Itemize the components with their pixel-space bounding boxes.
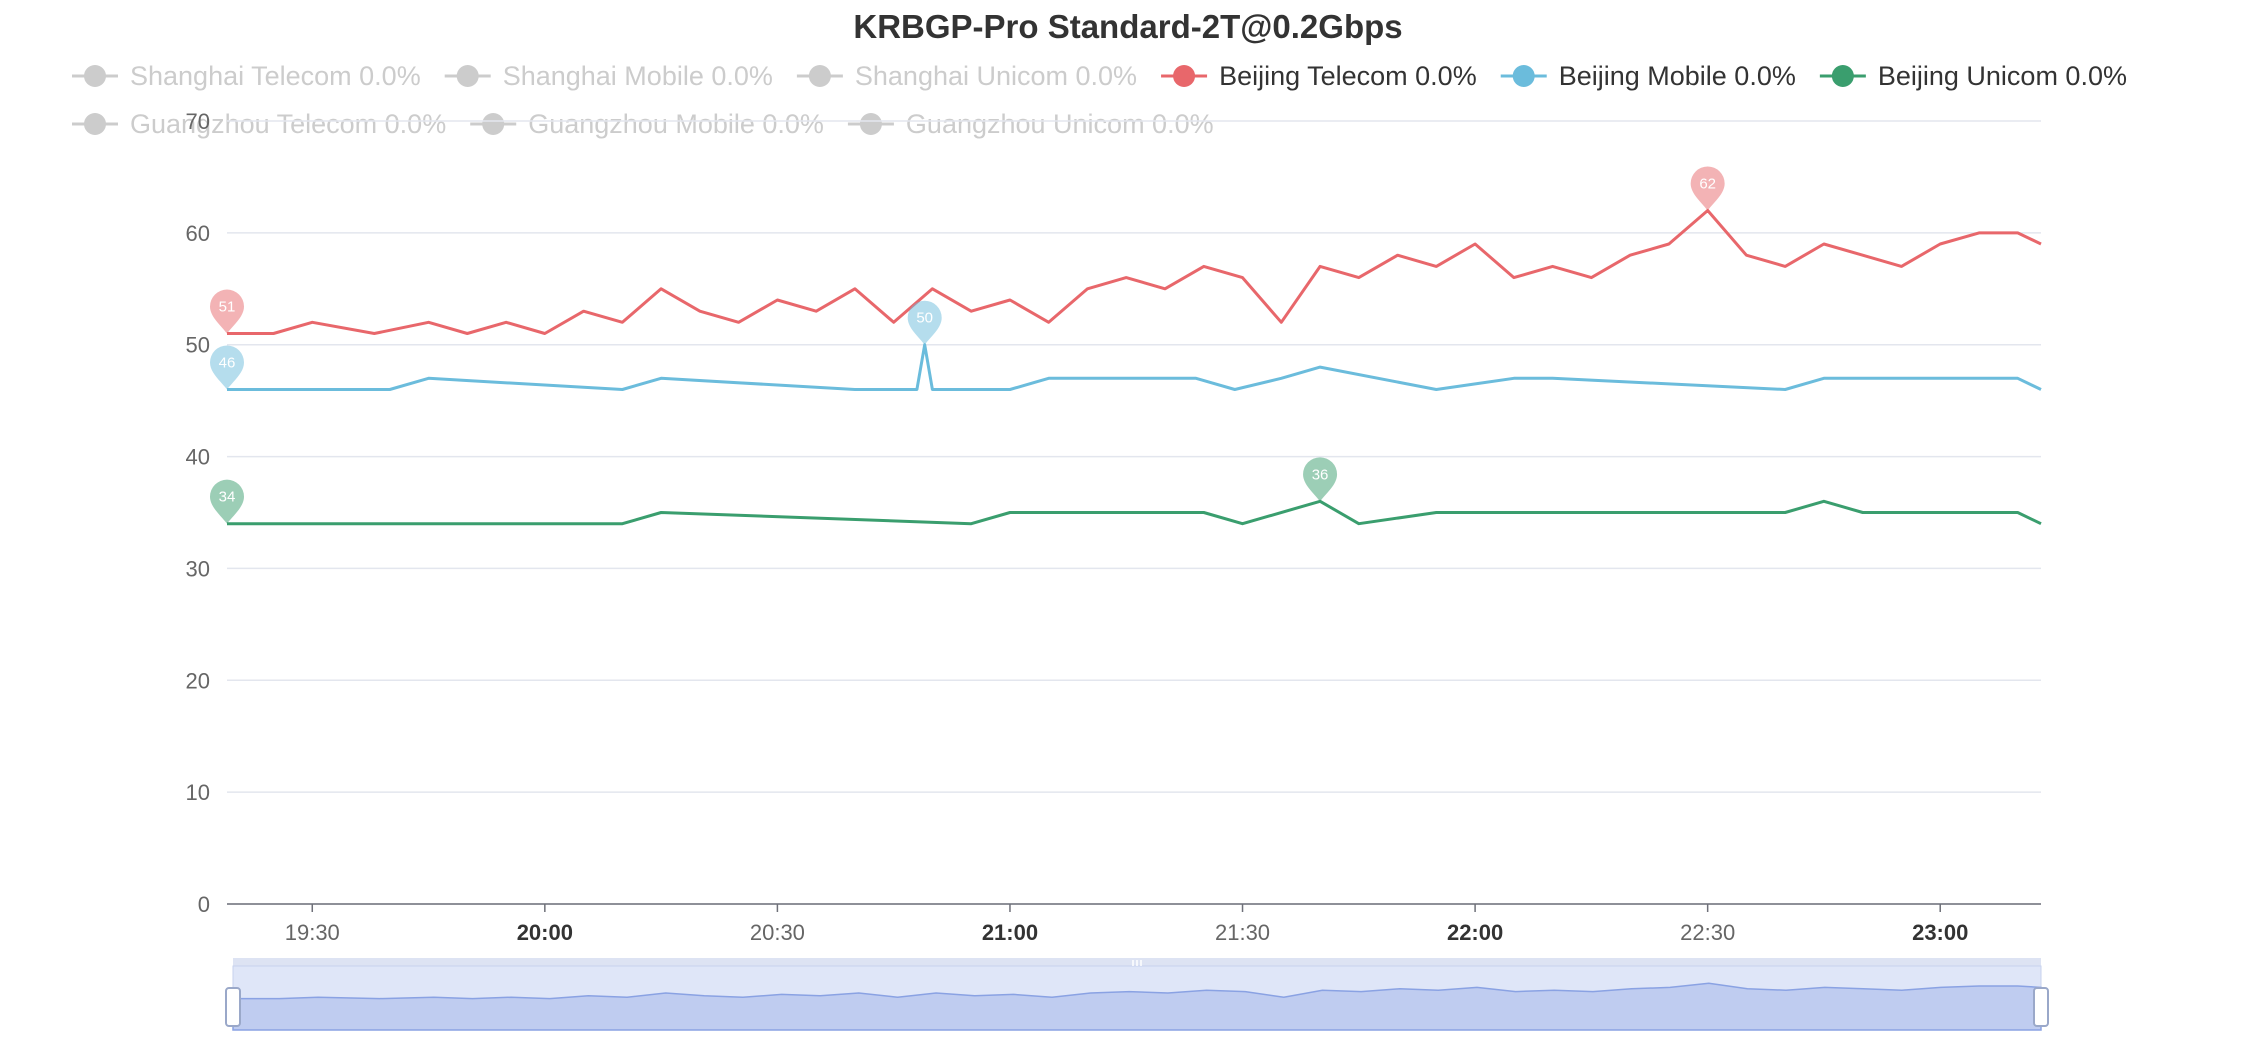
legend-label: Beijing Mobile 0.0% <box>1559 61 1796 91</box>
zoom-preview-area <box>232 982 2042 1031</box>
x-tick-label: 21:00 <box>982 920 1038 945</box>
series-layer <box>227 209 2042 526</box>
marker-pin: 62 <box>1690 166 1725 211</box>
legend-item[interactable]: Guangzhou Telecom 0.0% <box>72 109 446 139</box>
marker-label: 62 <box>1699 175 1716 192</box>
zoom-right-handle[interactable] <box>2033 987 2049 1027</box>
y-tick-label: 30 <box>186 556 210 581</box>
x-tick-label: 21:30 <box>1215 920 1270 945</box>
zoom-left-handle[interactable] <box>225 987 241 1027</box>
x-tick-label: 22:30 <box>1680 920 1735 945</box>
legend: Shanghai Telecom 0.0% Shanghai Mobile 0.0… <box>72 61 2127 139</box>
legend-dot-icon <box>1512 65 1535 87</box>
x-tick-label: 20:30 <box>750 920 805 945</box>
legend-dot-icon <box>1831 65 1854 87</box>
legend-item[interactable]: Guangzhou Mobile 0.0% <box>470 109 824 139</box>
legend-label: Beijing Unicom 0.0% <box>1878 61 2127 91</box>
legend-item[interactable]: Beijing Mobile 0.0% <box>1500 61 1796 91</box>
marker-pin-shape <box>210 479 244 524</box>
marker-pin: 51 <box>210 289 244 334</box>
legend-dot-icon <box>84 113 106 135</box>
x-tick-label: 22:00 <box>1447 920 1503 945</box>
y-tick-label: 0 <box>198 892 210 917</box>
legend-item[interactable]: Guangzhou Unicom 0.0% <box>847 109 1214 139</box>
marker-layer: 51 62 46 50 34 36 <box>210 166 1725 524</box>
marker-pin: 50 <box>907 300 942 345</box>
legend-dot-icon <box>84 65 106 87</box>
legend-dot-icon <box>808 65 831 87</box>
y-tick-label: 40 <box>186 445 210 470</box>
series-line-1 <box>227 209 2042 335</box>
y-axis: 0 10 20 30 40 50 60 70 <box>186 109 210 917</box>
marker-pin: 34 <box>210 479 244 524</box>
legend-item[interactable]: Shanghai Telecom 0.0% <box>72 61 421 91</box>
y-tick-label: 50 <box>186 333 210 358</box>
legend-item[interactable]: Shanghai Mobile 0.0% <box>444 61 773 91</box>
marker-pin: 36 <box>1303 457 1338 502</box>
legend-item[interactable]: Shanghai Unicom 0.0% <box>796 61 1137 91</box>
x-axis: 19:30 20:00 20:30 21:00 21:30 22:00 22:30 23:00 <box>227 903 2041 945</box>
marker-label: 36 <box>1312 466 1329 483</box>
legend-label: Guangzhou Mobile 0.0% <box>528 109 824 139</box>
legend-label: Beijing Telecom 0.0% <box>1219 61 1477 91</box>
x-tick-label: 19:30 <box>285 920 340 945</box>
series-line-2 <box>227 343 2042 391</box>
marker-label: 34 <box>219 489 236 506</box>
marker-pin-shape <box>210 345 244 390</box>
marker-label: 46 <box>219 354 236 371</box>
data-zoom-slider[interactable] <box>225 958 2049 1031</box>
legend-label: Shanghai Telecom 0.0% <box>130 61 421 91</box>
legend-item[interactable]: Beijing Telecom 0.0% <box>1161 61 1477 91</box>
marker-pin-shape <box>907 300 942 345</box>
legend-item[interactable]: Beijing Unicom 0.0% <box>1819 61 2127 91</box>
y-tick-label: 70 <box>186 109 210 134</box>
marker-label: 50 <box>916 310 933 327</box>
marker-pin-shape <box>1303 457 1338 502</box>
marker-pin: 46 <box>210 345 244 390</box>
legend-label: Guangzhou Telecom 0.0% <box>130 109 446 139</box>
legend-label: Shanghai Mobile 0.0% <box>503 61 773 91</box>
series-line-3 <box>227 499 2042 526</box>
marker-pin-shape <box>1690 166 1725 211</box>
x-tick-label: 23:00 <box>1912 920 1968 945</box>
marker-label: 51 <box>219 299 236 316</box>
legend-dot-icon <box>482 113 505 135</box>
legend-dot-icon <box>456 65 479 87</box>
chart-title: KRBGP-Pro Standard-2T@0.2Gbps <box>853 8 1402 45</box>
y-tick-label: 10 <box>186 780 210 805</box>
legend-label: Shanghai Unicom 0.0% <box>855 61 1137 91</box>
y-tick-label: 20 <box>186 668 210 693</box>
legend-dot-icon <box>859 113 882 135</box>
legend-label: Guangzhou Unicom 0.0% <box>906 109 1214 139</box>
legend-dot-icon <box>1173 65 1196 87</box>
x-tick-label: 20:00 <box>517 920 573 945</box>
y-tick-label: 60 <box>186 221 210 246</box>
marker-pin-shape <box>210 289 244 334</box>
